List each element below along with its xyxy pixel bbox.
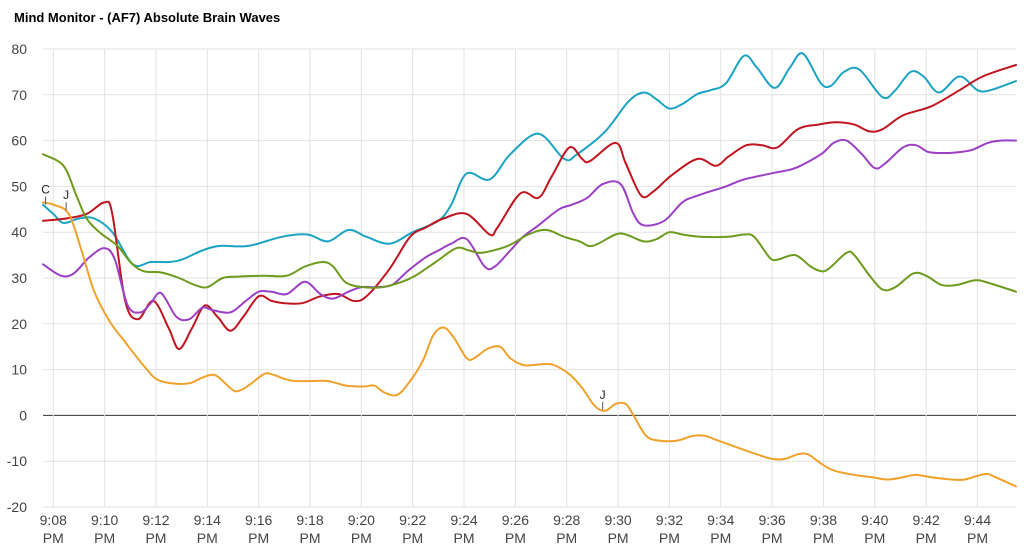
- y-tick-label: 10: [11, 362, 27, 378]
- x-tick-time: 9:40: [861, 512, 888, 528]
- y-tick-label: 30: [11, 270, 27, 286]
- x-tick-period: PM: [248, 530, 269, 546]
- y-tick-label: 20: [11, 316, 27, 332]
- x-tick-time: 9:44: [964, 512, 991, 528]
- x-tick-period: PM: [43, 530, 64, 546]
- annotation-label: J: [63, 188, 69, 202]
- x-tick-period: PM: [659, 530, 680, 546]
- grid-lines: [43, 48, 1016, 508]
- y-tick-label: -20: [7, 499, 27, 515]
- x-tick-period: PM: [402, 530, 423, 546]
- x-tick-time: 9:30: [604, 512, 631, 528]
- x-tick-period: PM: [94, 530, 115, 546]
- y-tick-label: 50: [11, 178, 27, 194]
- y-tick-label: 80: [11, 41, 27, 57]
- x-tick-time: 9:14: [194, 512, 221, 528]
- x-tick-period: PM: [608, 530, 629, 546]
- series-red-line: [42, 64, 1017, 350]
- x-tick-period: PM: [916, 530, 937, 546]
- x-tick-period: PM: [710, 530, 731, 546]
- annotation-label: J: [600, 388, 606, 402]
- x-tick-period: PM: [197, 530, 218, 546]
- x-tick-period: PM: [145, 530, 166, 546]
- x-tick-period: PM: [556, 530, 577, 546]
- x-tick-time: 9:08: [40, 512, 67, 528]
- series-purple-line: [42, 138, 1017, 322]
- x-tick-period: PM: [864, 530, 885, 546]
- x-tick-period: PM: [813, 530, 834, 546]
- x-tick-time: 9:26: [502, 512, 529, 528]
- x-tick-time: 9:36: [758, 512, 785, 528]
- x-tick-time: 9:24: [450, 512, 477, 528]
- annotations: C JJ: [41, 183, 606, 410]
- x-tick-time: 9:42: [913, 512, 940, 528]
- series-orange-line: [42, 201, 1017, 488]
- x-tick-time: 9:22: [399, 512, 426, 528]
- x-tick-time: 9:28: [553, 512, 580, 528]
- series-cyan-line: [42, 52, 1017, 268]
- y-axis-ticks: -20 -10 0 10 20 30 40 50 60 70 80: [7, 41, 27, 515]
- x-axis-ticks: 9:08 PM 9:10 PM 9:12 PM 9:14 PM 9:16 PM 9:18 PM 9:20…: [40, 512, 992, 546]
- series-green-line: [42, 153, 1017, 293]
- x-tick-period: PM: [505, 530, 526, 546]
- y-tick-label: 40: [11, 224, 27, 240]
- y-tick-label: 60: [11, 133, 27, 149]
- x-tick-time: 9:18: [296, 512, 323, 528]
- y-tick-label: 0: [19, 407, 27, 423]
- x-tick-time: 9:10: [91, 512, 118, 528]
- x-tick-period: PM: [967, 530, 988, 546]
- x-tick-time: 9:20: [348, 512, 375, 528]
- series-lines: [42, 52, 1017, 488]
- x-tick-period: PM: [299, 530, 320, 546]
- y-tick-label: -10: [7, 453, 27, 469]
- x-tick-time: 9:34: [707, 512, 734, 528]
- annotation-label: C: [41, 183, 50, 197]
- x-tick-time: 9:32: [656, 512, 683, 528]
- chart-title: Mind Monitor - (AF7) Absolute Brain Wave…: [14, 10, 281, 25]
- x-tick-period: PM: [351, 530, 372, 546]
- x-tick-period: PM: [762, 530, 783, 546]
- x-tick-time: 9:38: [810, 512, 837, 528]
- y-tick-label: 70: [11, 87, 27, 103]
- x-tick-time: 9:16: [245, 512, 272, 528]
- x-tick-time: 9:12: [142, 512, 169, 528]
- x-tick-period: PM: [454, 530, 475, 546]
